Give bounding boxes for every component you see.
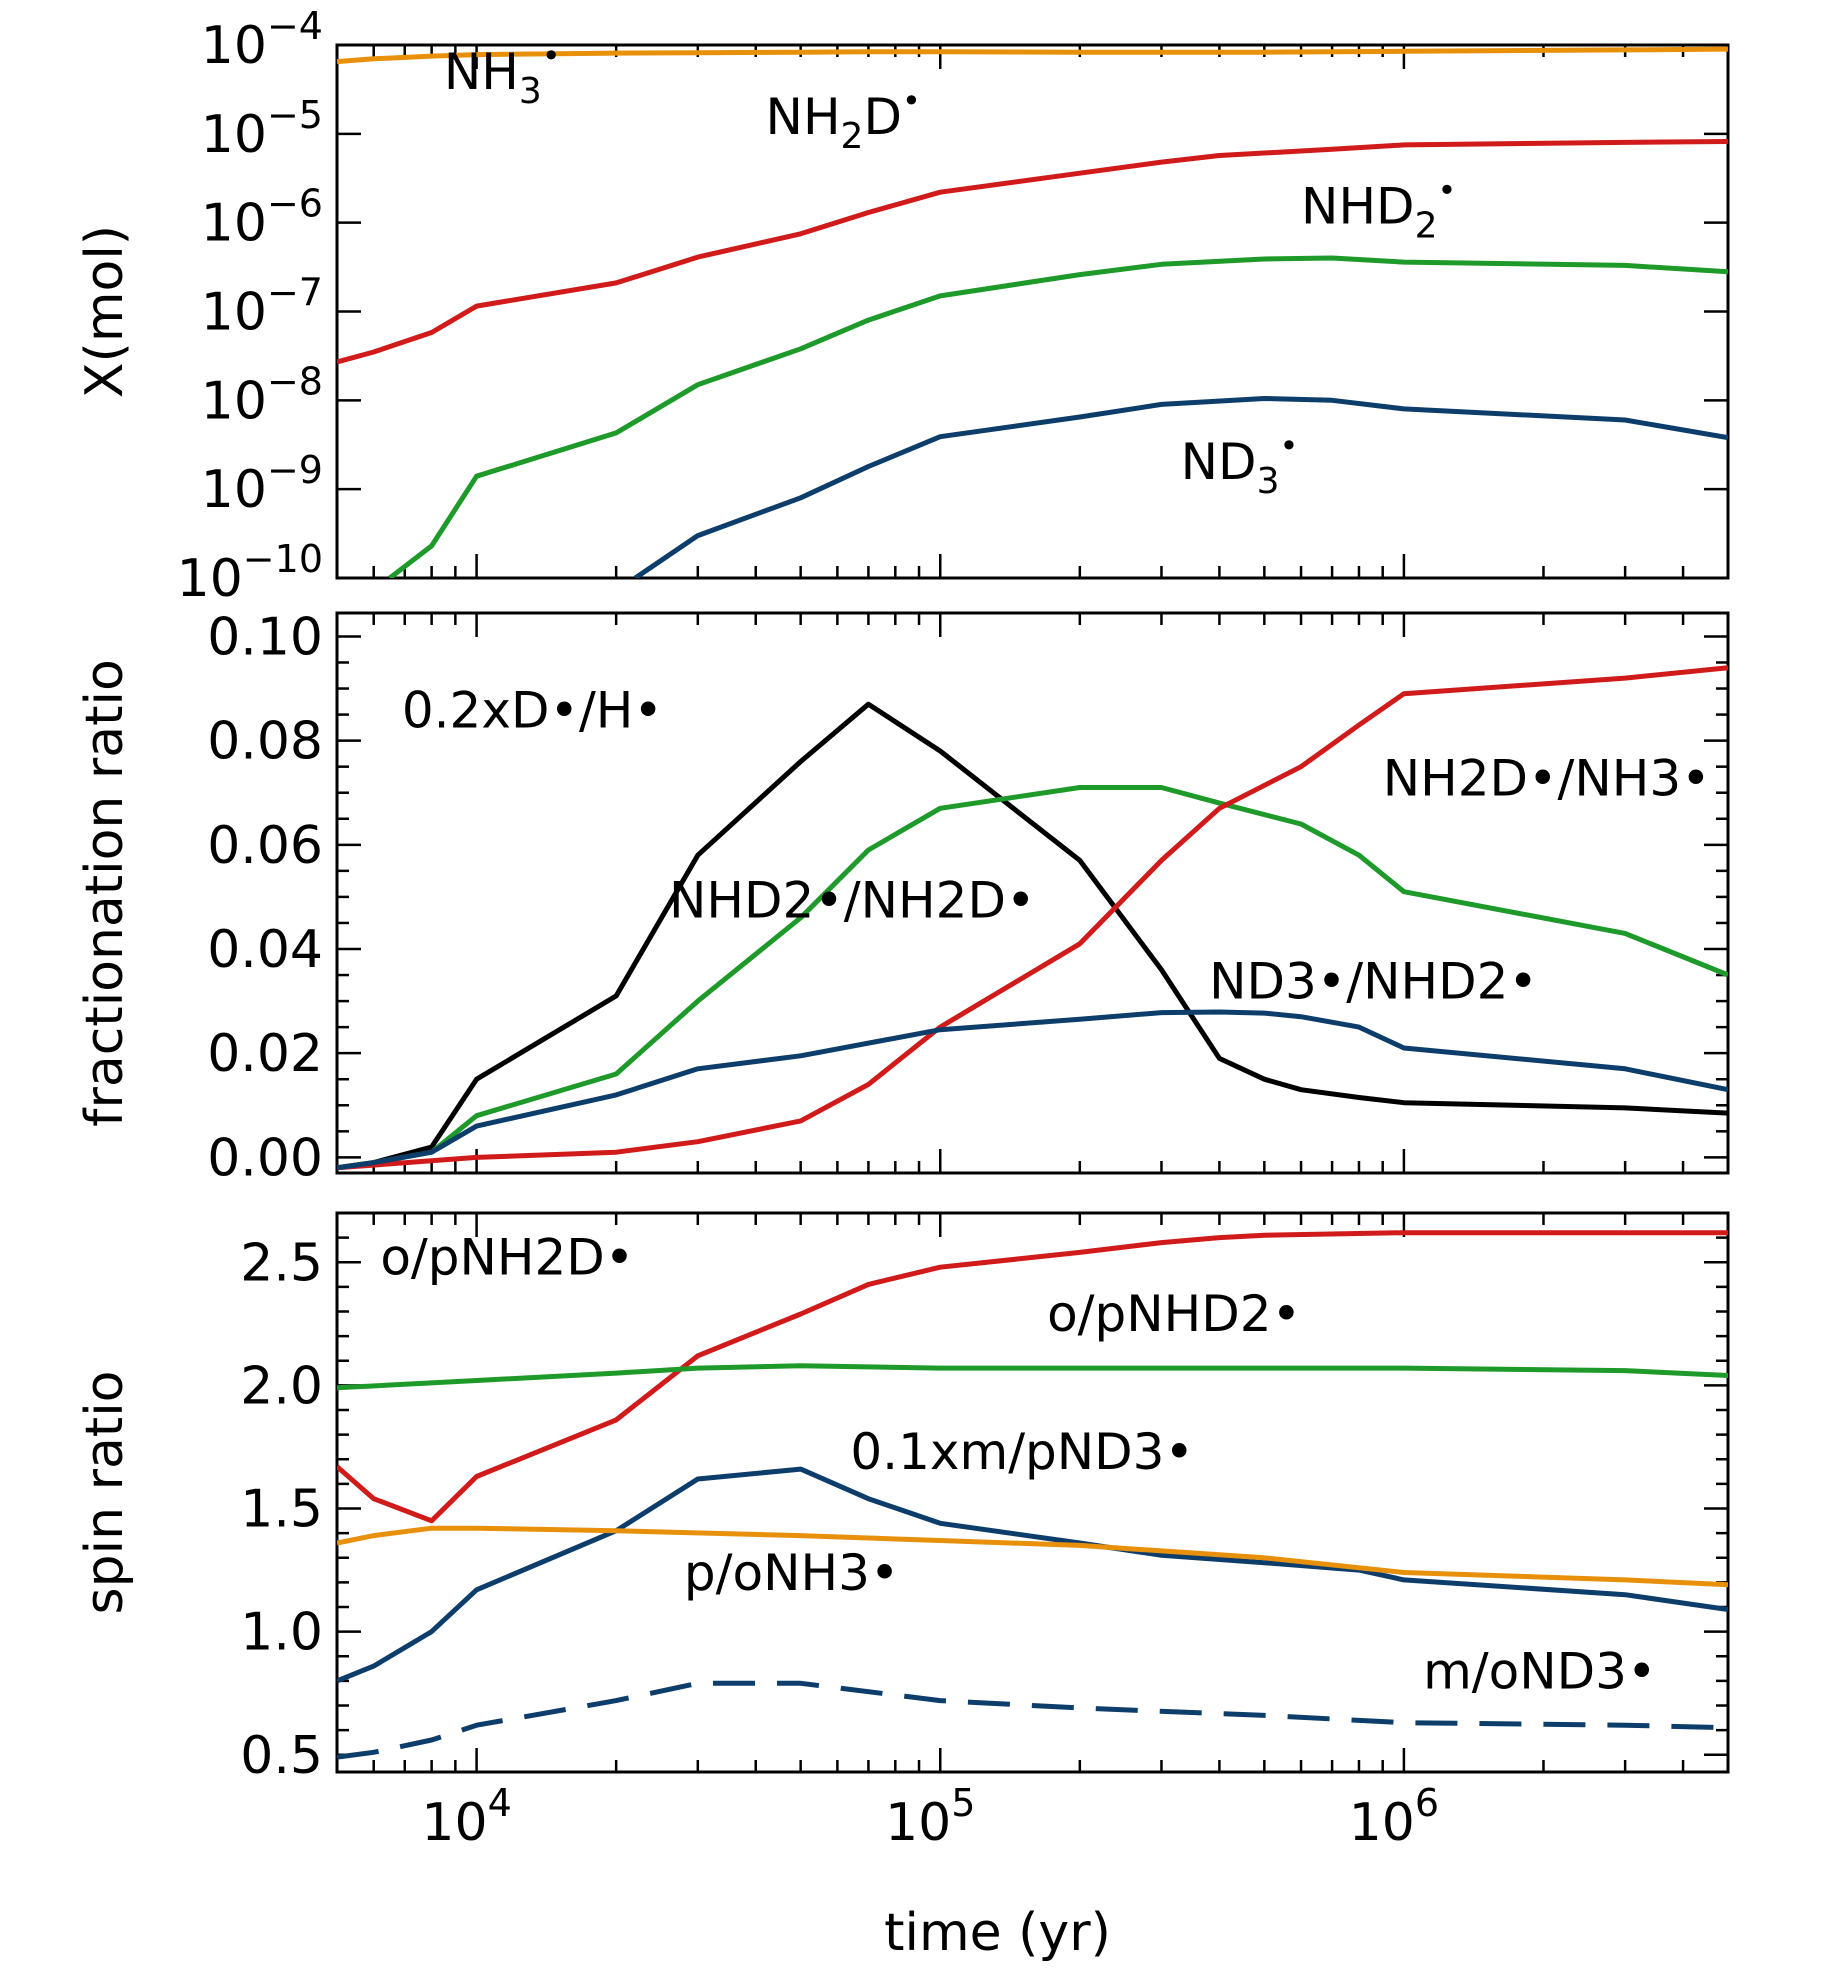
series-label-nh2d-nh3: NH2D•/NH3• — [1383, 749, 1711, 807]
y-tick-label: 10−5 — [201, 93, 323, 165]
series-label-nd3: ND3• — [1181, 427, 1299, 502]
y-tick-label: 0.04 — [207, 920, 323, 980]
series-label-nhd2: NHD2• — [1301, 171, 1456, 246]
y-tick-label: 10−10 — [177, 537, 323, 609]
y-tick-label: 10−8 — [201, 359, 323, 431]
series-group — [337, 46, 1728, 578]
x-tick-label: 104 — [421, 1781, 511, 1853]
series-line-m-ond3 — [337, 1680, 1728, 1760]
y-tick-label: 10−7 — [201, 271, 323, 343]
x-tick-label: 105 — [885, 1781, 975, 1853]
series-line-o-pnh2d — [337, 1230, 1728, 1524]
series-line-nd3 — [633, 396, 1728, 578]
y-axis-label: fractionation ratio — [75, 659, 135, 1127]
panel-fractionation-ratio: 0.10 0.08 0.06 0.04 0.02 0.00 fractionation ra… — [75, 607, 1730, 1188]
x-tick-label: 106 — [1349, 1781, 1439, 1853]
plot-frame — [335, 611, 1730, 1175]
y-tick-label: 0.06 — [207, 816, 323, 876]
series-label-m-ond3: m/oND3• — [1423, 1642, 1656, 1700]
series-group — [337, 665, 1728, 1171]
series-line-o-pnhd2 — [337, 1363, 1728, 1391]
y-tick-label: 2.0 — [240, 1356, 323, 1416]
y-tick-label: 0.02 — [207, 1024, 323, 1084]
panel-spin-ratio: 2.5 2.0 1.5 1.0 0.5 104 105 106 spin ratio time (… — [75, 1211, 1730, 1963]
plot-frame — [335, 43, 1730, 580]
series-label-o-pnhd2: o/pNHD2• — [1047, 1285, 1301, 1343]
y-tick-label: 10−6 — [201, 182, 323, 254]
series-line-0-1xm-pnd3 — [337, 1466, 1728, 1684]
series-label-nd3-nhd2: ND3•/NHD2• — [1209, 952, 1538, 1010]
series-line-nd3-nhd2 — [337, 1009, 1728, 1171]
y-axis-label: spin ratio — [75, 1371, 135, 1615]
y-tick-label: 0.5 — [240, 1726, 323, 1786]
series-label-nhd2-nh2d: NHD2•/NH2D• — [669, 872, 1035, 930]
series-label-0-1xm-pnd3: 0.1xm/pND3• — [850, 1423, 1194, 1481]
y-tick-label: 0.08 — [207, 712, 323, 772]
panel-abundance: 10−4 10−5 10−6 10−7 10−8 10−9 10−10 X(mol) NH3• N… — [75, 4, 1730, 609]
series-line-nhd2-nh2d — [337, 785, 1728, 1171]
series-label-o-pnh2d: o/pNH2D• — [380, 1229, 634, 1287]
series-line-nh2d — [337, 139, 1728, 365]
series-line-nh3 — [337, 46, 1728, 65]
series-label-p-onh3: p/oNH3• — [684, 1544, 899, 1602]
series-line-0-2xd-h — [337, 701, 1728, 1171]
series-group — [337, 1230, 1728, 1760]
y-tick-label: 10−4 — [201, 4, 323, 76]
y-tick-label: 0.10 — [207, 607, 323, 667]
y-tick-label: 1.0 — [240, 1603, 323, 1663]
series-label-nh3: NH3• — [444, 37, 561, 112]
y-tick-label: 2.5 — [240, 1233, 323, 1293]
y-tick-label: 1.5 — [240, 1480, 323, 1540]
y-axis-label: X(mol) — [75, 225, 135, 398]
series-label-0-2xd-h: 0.2xD•/H• — [402, 682, 663, 740]
y-tick-label: 10−9 — [201, 448, 323, 520]
x-axis-label: time (yr) — [884, 1903, 1111, 1963]
series-line-nh2d-nh3 — [337, 665, 1728, 1171]
plot-frame — [335, 1211, 1730, 1774]
series-line-p-onh3 — [337, 1525, 1728, 1588]
y-tick-label: 0.00 — [207, 1128, 323, 1188]
series-label-nh2d: NH2D• — [766, 82, 921, 157]
series-line-nhd2 — [388, 255, 1728, 578]
